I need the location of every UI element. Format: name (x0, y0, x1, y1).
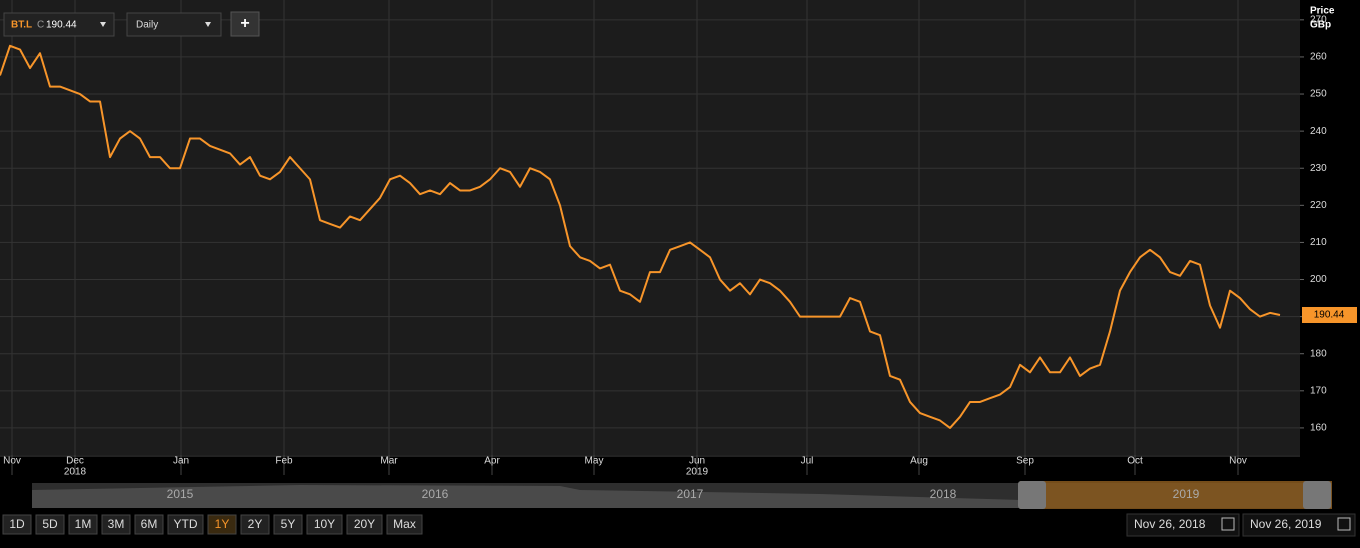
navigator-selection[interactable] (1020, 481, 1332, 509)
range-button[interactable] (306, 514, 343, 535)
range-button[interactable] (346, 514, 383, 535)
range-button[interactable] (207, 514, 237, 535)
x-tick-label: Jan (173, 456, 189, 467)
range-button-label[interactable]: 5Y (281, 517, 296, 531)
calendar-icon[interactable] (1221, 517, 1235, 531)
x-tick-label: Nov (3, 456, 21, 467)
y-tick-label: 160 (1310, 423, 1327, 434)
add-button-label[interactable]: + (240, 15, 249, 32)
x-year-label: 2019 (686, 467, 709, 478)
date-from[interactable]: Nov 26, 2018 (1134, 517, 1206, 531)
date-from-box[interactable] (1126, 513, 1240, 537)
y-axis-title: Price (1310, 6, 1335, 17)
x-tick-label: Mar (380, 456, 398, 467)
range-button[interactable] (273, 514, 303, 535)
dropdown-arrow[interactable] (205, 22, 211, 27)
range-button-label[interactable]: 1Y (215, 517, 230, 531)
y-tick-label: 210 (1310, 237, 1327, 248)
range-button[interactable] (386, 514, 423, 535)
range-button-label[interactable]: 10Y (314, 517, 335, 531)
y-tick-label: 220 (1310, 200, 1327, 211)
x-tick-label: Nov (1229, 456, 1247, 467)
y-tick-label: 180 (1310, 348, 1327, 359)
y-tick-label: 260 (1310, 52, 1327, 63)
range-button-label[interactable]: Max (393, 517, 416, 531)
range-button-label[interactable]: 2Y (248, 517, 263, 531)
y-tick-label: 250 (1310, 89, 1327, 100)
navigator-year: 2015 (167, 487, 194, 501)
x-tick-label: Aug (910, 456, 928, 467)
range-button-label[interactable]: 1M (75, 517, 92, 531)
x-tick-label: Jul (801, 456, 814, 467)
calendar-icon[interactable] (1337, 517, 1351, 531)
interval-box[interactable] (126, 12, 222, 37)
symbol-box[interactable] (3, 12, 115, 37)
dropdown-arrow[interactable] (100, 22, 106, 27)
interval: Daily (136, 20, 158, 31)
range-button[interactable] (2, 514, 32, 535)
navigator-handle[interactable] (1303, 481, 1331, 509)
price-line (0, 44, 1281, 429)
x-year-label: 2018 (64, 467, 87, 478)
x-tick-label: Dec (66, 456, 84, 467)
y-tick-label: 270 (1310, 14, 1327, 25)
range-button[interactable] (240, 514, 270, 535)
range-button[interactable] (68, 514, 98, 535)
date-to-box[interactable] (1242, 513, 1356, 537)
date-to[interactable]: Nov 26, 2019 (1250, 517, 1322, 531)
range-button[interactable] (35, 514, 65, 535)
range-button-label[interactable]: 20Y (354, 517, 375, 531)
navigator-area (32, 485, 1020, 508)
range-button-label[interactable]: 5D (42, 517, 58, 531)
close-value: 190.44 (46, 20, 77, 31)
close-label: C (37, 20, 44, 31)
last-price-tag (1302, 306, 1357, 323)
y-axis-unit: GBp (1310, 20, 1331, 31)
navigator-year: 2018 (930, 487, 957, 501)
range-button-label[interactable]: 6M (141, 517, 158, 531)
y-tick-label: 230 (1310, 163, 1327, 174)
y-tick-label: 170 (1310, 385, 1327, 396)
x-tick-label: Oct (1127, 456, 1143, 467)
x-tick-label: May (585, 456, 604, 467)
range-button-label[interactable]: 1D (9, 517, 25, 531)
navigator-year: 2019 (1173, 487, 1200, 501)
range-button[interactable] (167, 514, 204, 535)
range-button-label[interactable]: YTD (174, 517, 198, 531)
navigator-year: 2016 (422, 487, 449, 501)
range-button-label[interactable]: 3M (108, 517, 125, 531)
x-tick-label: Apr (484, 456, 500, 467)
axis-background (1300, 0, 1360, 455)
navigator-handle[interactable] (1018, 481, 1046, 509)
plot-background (0, 0, 1300, 455)
x-tick-label: Feb (275, 456, 293, 467)
symbol: BT.L (11, 20, 32, 31)
x-tick-label: Sep (1016, 456, 1034, 467)
last-price-label: 190.44 (1314, 310, 1345, 321)
range-button[interactable] (134, 514, 164, 535)
y-tick-label: 200 (1310, 274, 1327, 285)
range-button[interactable] (101, 514, 131, 535)
add-button[interactable] (230, 11, 260, 37)
navigator-year: 2017 (677, 487, 704, 501)
y-tick-label: 240 (1310, 126, 1327, 137)
x-tick-label: Jun (689, 456, 705, 467)
